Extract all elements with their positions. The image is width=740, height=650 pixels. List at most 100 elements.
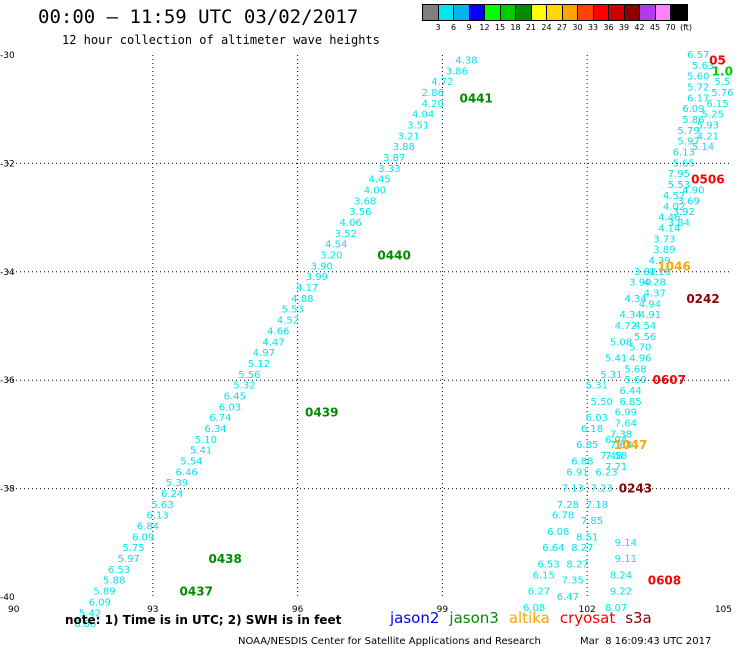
data-point-cryosat: 4.94: [639, 299, 661, 310]
data-point-altika: 3.92: [673, 207, 695, 218]
data-point-jason3: 4.47: [262, 337, 284, 348]
y-tick-label: -36: [0, 376, 15, 386]
data-point-cryosat: 5.63: [692, 61, 714, 72]
x-tick-label: 93: [147, 605, 158, 615]
data-point-jason3: 3.68: [354, 196, 376, 207]
data-point-cryosat: 7.95: [668, 169, 690, 180]
data-point-jason2: 7.85: [581, 516, 603, 527]
data-point-jason2: 9.22: [610, 587, 632, 598]
data-point-jason3: 5.56: [238, 370, 260, 381]
colorbar-label: 36: [603, 23, 614, 32]
data-point-cryosat: 4.02: [663, 202, 685, 213]
pass-label: 0506: [691, 173, 724, 187]
data-point-altika: 5.14: [692, 142, 714, 153]
data-point-cryosat: 4.16: [648, 267, 670, 278]
colorbar-swatch: [423, 5, 439, 20]
data-point-cryosat: 4.37: [644, 288, 666, 299]
colorbar-label: 42: [634, 23, 645, 32]
data-point-jason3: 3.52: [335, 229, 357, 240]
legend-entry-jason2: jason2: [390, 609, 440, 627]
data-point-jason3: 3.99: [306, 272, 328, 283]
data-point-jason3: 3.33: [378, 164, 400, 175]
data-point-jason2: 7.35: [562, 576, 584, 587]
data-point-jason3: 4.45: [369, 175, 391, 186]
pass-label: 0438: [208, 552, 241, 566]
pass-label: 1046: [657, 259, 690, 273]
colorbar-label: 15: [494, 23, 506, 32]
pass-label: 0607: [653, 373, 686, 387]
colorbar-swatch: [485, 5, 501, 20]
data-point-jason3: 6.53: [108, 565, 130, 576]
data-point-jason2: 7.18: [586, 500, 608, 511]
data-point-cryosat: 4.46: [658, 213, 680, 224]
data-point-jason3: 5.89: [93, 587, 115, 598]
data-point-altika: 3.69: [677, 196, 699, 207]
data-point-jason3: 5.32: [233, 381, 255, 392]
data-point-jason3: 6.03: [219, 402, 241, 413]
pass-label: 0242: [686, 292, 719, 306]
data-point-s3a: 6.08: [547, 527, 569, 538]
colorbar-label: 30: [572, 23, 583, 32]
data-point-cryosat: 5.72: [687, 83, 709, 94]
pass-label: 05: [709, 53, 726, 67]
data-point-jason3: 5.54: [180, 457, 202, 468]
data-point-altika: 5.93: [697, 120, 719, 131]
data-point-jason3: 4.72: [431, 77, 453, 88]
pass-label: 1047: [614, 438, 647, 452]
data-point-jason3: 5.10: [195, 435, 217, 446]
data-point-s3a: 5.41: [605, 354, 627, 365]
data-point-jason3: 4.06: [340, 218, 362, 229]
data-point-jason3: 5.12: [248, 359, 270, 370]
colorbar-label: (ft): [679, 23, 693, 32]
data-point-jason3: 3.88: [393, 142, 415, 153]
data-point-cryosat: 5.70: [629, 343, 651, 354]
data-point-jason2: 7.23: [591, 484, 613, 495]
data-point-altika: 5.5: [714, 77, 730, 88]
data-point-jason2: 8.51: [576, 532, 598, 543]
data-point-s3a: 6.27: [528, 587, 550, 598]
colorbar-swatches: [422, 4, 688, 21]
data-point-jason2: 8.27: [571, 543, 593, 554]
colorbar-label: 3: [435, 23, 441, 32]
colorbar-swatch: [593, 5, 609, 20]
data-point-cryosat: 7.58: [605, 451, 627, 462]
data-point-s3a: 6.03: [586, 413, 608, 424]
data-point-cryosat: 6.13: [673, 148, 695, 159]
data-point-s3a: 6.88: [571, 457, 593, 468]
colorbar-label: 70: [665, 23, 676, 32]
data-point-cryosat: 6.09: [682, 104, 704, 115]
data-point-jason2: 8.07: [605, 603, 627, 614]
data-point-jason3: 4.66: [267, 326, 289, 337]
data-point-s3a: 6.91: [566, 467, 588, 478]
data-point-jason2: 8.27: [566, 559, 588, 570]
data-point-altika: 6.15: [706, 99, 728, 110]
colorbar-label: 18: [510, 23, 521, 32]
pass-label: 0439: [305, 406, 338, 420]
data-point-cryosat: 6.44: [620, 386, 642, 397]
data-point-cryosat: 3.89: [653, 245, 675, 256]
pass-label: 0437: [180, 585, 213, 599]
data-point-jason3: 6.24: [161, 489, 183, 500]
colorbar-label: 6: [450, 23, 457, 32]
legend-entry-jason3: jason3: [449, 609, 499, 627]
data-point-cryosat: 7.38: [610, 429, 632, 440]
y-tick-label: -30: [0, 51, 15, 61]
data-point-s3a: 6.15: [533, 570, 555, 581]
data-point-jason3: 4.04: [412, 110, 434, 121]
data-point-cryosat: 5.65: [673, 158, 695, 169]
data-point-jason3: 4.17: [296, 283, 318, 294]
colorbar-label: 9: [466, 23, 472, 32]
data-point-s3a: 6.18: [581, 424, 603, 435]
data-point-cryosat: 4.28: [644, 278, 666, 289]
chart-title: 00:00 — 11:59 UTC 03/02/2017: [38, 6, 359, 28]
legend: jason2 jason3 altika cryosat s3a: [390, 609, 662, 627]
colorbar-label: 27: [556, 23, 568, 32]
x-tick-label: 102: [579, 605, 596, 615]
legend-entry-cryosat: cryosat: [559, 609, 616, 627]
data-point-s3a: 6.78: [552, 511, 574, 522]
colorbar-swatch: [624, 5, 640, 20]
data-point-s3a: 3.82: [634, 267, 656, 278]
pass-label: 0608: [648, 574, 681, 588]
colorbar-swatch: [640, 5, 656, 20]
